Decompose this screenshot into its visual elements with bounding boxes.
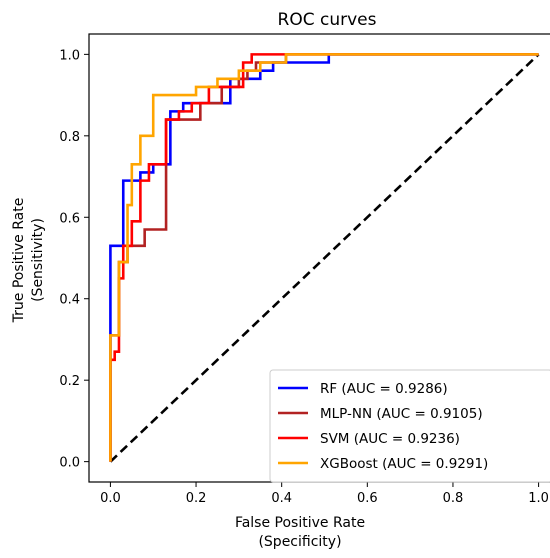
x-axis: 0.0 0.2 0.4 0.6 0.8 1.0: [100, 482, 549, 506]
x-tick-label: 0.4: [271, 491, 292, 506]
y-tick-label: 1.0: [59, 48, 80, 63]
y-tick-label: 0.8: [59, 130, 80, 145]
legend-label: RF (AUC = 0.9286): [320, 381, 448, 397]
legend-label: MLP-NN (AUC = 0.9105): [320, 406, 483, 422]
reference-diagonal-line: [109, 53, 540, 463]
y-axis: 0.0 0.2 0.4 0.6 0.8 1.0: [59, 48, 89, 471]
x-tick-label: 0.8: [443, 491, 464, 506]
legend-box: [269, 369, 550, 483]
y-tick-label: 0.0: [59, 456, 80, 471]
x-axis-label-line-1: False Positive Rate: [235, 515, 365, 531]
x-tick-label: 0.6: [357, 491, 378, 506]
y-axis-label-line-1: True Positive Rate: [11, 198, 27, 324]
x-tick-label: 1.0: [528, 491, 549, 506]
y-tick-label: 0.4: [59, 293, 80, 308]
legend-label: XGBoost (AUC = 0.9291): [320, 456, 488, 472]
y-tick-label: 0.6: [59, 211, 80, 226]
legend-label: SVM (AUC = 0.9236): [320, 431, 460, 447]
x-axis-label-line-2: (Specificity): [258, 534, 341, 550]
plot-area: [88, 33, 550, 483]
chart-title: ROC curves: [278, 10, 377, 30]
x-tick-label: 0.0: [100, 491, 121, 506]
y-tick-label: 0.2: [59, 374, 80, 389]
roc-curve-4: [109, 53, 539, 462]
y-axis-label-line-2: (Sensitivity): [30, 218, 46, 302]
x-tick-label: 0.2: [186, 491, 207, 506]
curves-group: [109, 53, 540, 463]
legend: RF (AUC = 0.9286) MLP-NN (AUC = 0.9105) SV…: [269, 369, 550, 483]
